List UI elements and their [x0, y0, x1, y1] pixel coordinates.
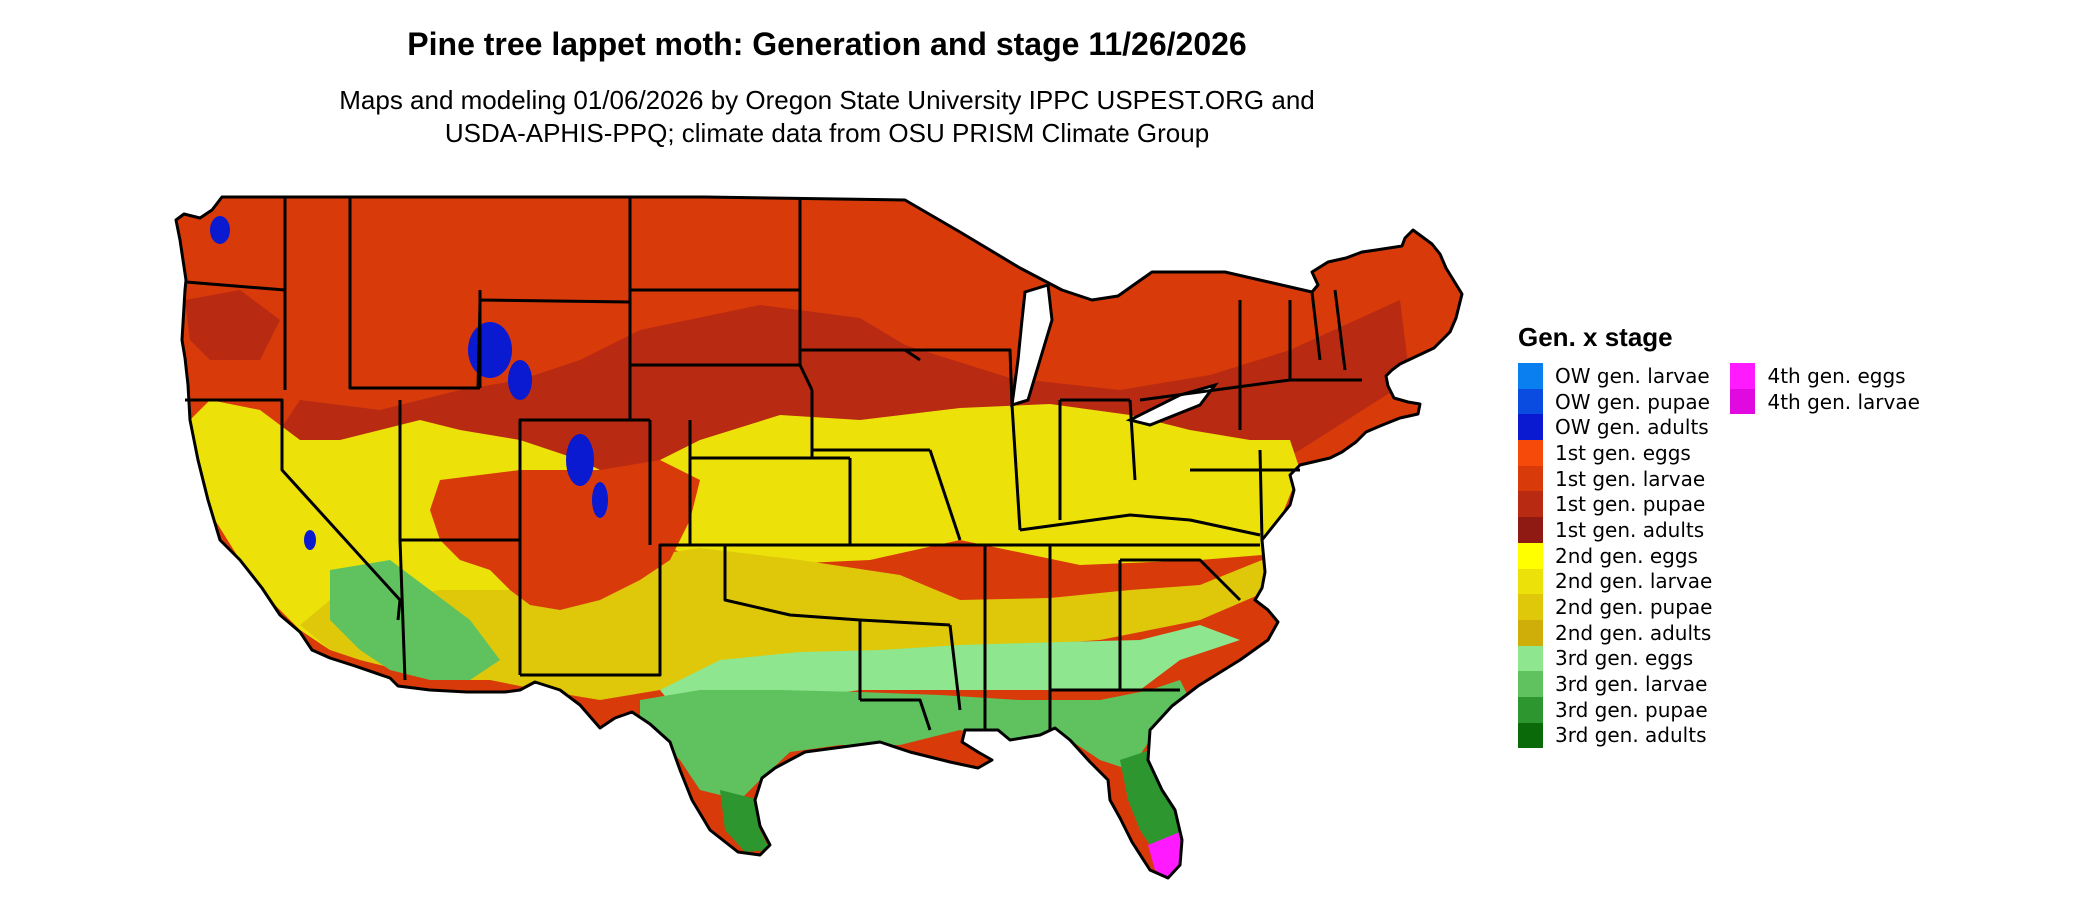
- region-1st-gen-pupae-west: [185, 290, 280, 360]
- legend-label: 4th gen. eggs: [1767, 363, 1906, 388]
- legend-item: 3rd gen. adults: [1518, 722, 1712, 749]
- legend-columns: OW gen. larvae OW gen. pupae OW gen. adu…: [1518, 363, 1920, 749]
- legend-item: 1st gen. pupae: [1518, 491, 1712, 518]
- legend-swatch: [1518, 440, 1543, 466]
- legend-label: 2nd gen. adults: [1555, 620, 1712, 645]
- legend-label: 2nd gen. larvae: [1555, 569, 1713, 594]
- legend-swatch: [1518, 517, 1543, 543]
- region-2nd-gen-larvae: [190, 400, 1300, 650]
- legend-item: OW gen. pupae: [1518, 388, 1712, 415]
- legend-swatch: [1518, 645, 1543, 672]
- legend-label: 1st gen. pupae: [1555, 492, 1706, 517]
- legend-label: 3rd gen. eggs: [1555, 646, 1694, 671]
- region-southwest-highlands: [430, 460, 700, 610]
- legend-swatch: [1518, 568, 1543, 595]
- legend-item: OW gen. larvae: [1518, 363, 1712, 389]
- legend-swatch: [1518, 414, 1543, 441]
- legend-item: 2nd gen. adults: [1518, 619, 1712, 646]
- lake-erie: [1125, 382, 1219, 427]
- legend-label: 3rd gen. larvae: [1555, 672, 1708, 697]
- legend-swatch: [1518, 542, 1543, 569]
- legend-item: 1st gen. adults: [1518, 517, 1712, 543]
- legend-item: 1st gen. eggs: [1518, 440, 1712, 466]
- legend-swatch: [1518, 722, 1543, 749]
- legend-label: OW gen. larvae: [1555, 363, 1710, 388]
- legend-item: 2nd gen. eggs: [1518, 542, 1712, 569]
- legend-item: 3rd gen. larvae: [1518, 671, 1712, 697]
- legend-column-2: 4th gen. eggs 4th gen. larvae: [1730, 363, 1920, 748]
- great-lakes: [1010, 283, 1219, 427]
- legend-item: 1st gen. larvae: [1518, 465, 1712, 492]
- legend-label: OW gen. adults: [1555, 415, 1709, 440]
- legend-swatch: [1518, 388, 1543, 415]
- region-3rd-gen-larvae: [640, 680, 1190, 800]
- map-title: Pine tree lappet moth: Generation and st…: [407, 26, 1247, 62]
- legend-label: OW gen. pupae: [1555, 389, 1710, 414]
- legend-swatch: [1518, 619, 1543, 646]
- legend-item: 4th gen. larvae: [1730, 388, 1920, 415]
- legend-label: 1st gen. larvae: [1555, 466, 1706, 491]
- legend-swatch: [1518, 363, 1543, 389]
- legend-item: 2nd gen. larvae: [1518, 568, 1713, 595]
- legend-swatch: [1518, 465, 1543, 492]
- legend-label: 1st gen. eggs: [1555, 440, 1691, 465]
- legend-swatch: [1518, 671, 1543, 697]
- legend-column-1: OW gen. larvae OW gen. pupae OW gen. adu…: [1518, 363, 1713, 749]
- subtitle-line-2: USDA-APHIS-PPQ; climate data from OSU PR…: [444, 118, 1210, 148]
- legend-item: 2nd gen. pupae: [1518, 594, 1712, 620]
- legend-item: OW gen. adults: [1518, 414, 1712, 441]
- lake-michigan: [1010, 283, 1054, 408]
- region-3rd-gen-pupae-florida: [1120, 750, 1182, 860]
- legend-item: 4th gen. eggs: [1730, 363, 1919, 389]
- subtitle-line-1: Maps and modeling 01/06/2026 by Oregon S…: [339, 85, 1315, 115]
- us-map-svg: [174, 195, 1464, 880]
- legend-swatch: [1730, 388, 1756, 415]
- state-borders: [174, 195, 1464, 880]
- legend-label: 2nd gen. eggs: [1555, 543, 1698, 568]
- legend-item: 3rd gen. pupae: [1518, 696, 1712, 723]
- legend-swatch: [1518, 696, 1543, 723]
- us-map: [160, 180, 1470, 900]
- stage-regions: [176, 197, 1462, 878]
- legend-label: 3rd gen. pupae: [1555, 697, 1708, 722]
- legend-swatch: [1518, 594, 1543, 620]
- legend-label: 2nd gen. pupae: [1555, 595, 1713, 620]
- legend-title: Gen. x stage: [1518, 322, 1673, 352]
- legend-swatch: [1730, 363, 1756, 389]
- legend-label: 4th gen. larvae: [1767, 389, 1920, 414]
- region-4th-gen-eggs: [1148, 832, 1184, 878]
- legend-swatch: [1518, 491, 1543, 518]
- legend: Gen. x stage OW gen. larvae OW gen. pupa…: [1518, 322, 1920, 749]
- map-subtitle: Maps and modeling 01/06/2026 by Oregon S…: [0, 84, 1654, 150]
- legend-label: 3rd gen. adults: [1555, 723, 1707, 748]
- region-ow-gen-adults: [210, 216, 608, 550]
- legend-item: 3rd gen. eggs: [1518, 645, 1712, 672]
- legend-label: 1st gen. adults: [1555, 517, 1705, 542]
- region-3rd-gen-larvae-arizona: [330, 560, 500, 680]
